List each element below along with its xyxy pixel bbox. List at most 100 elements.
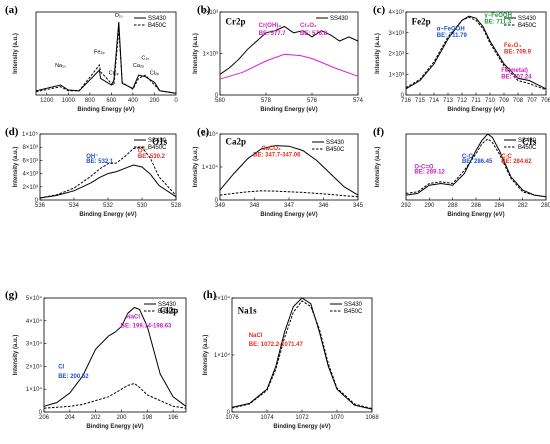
x-tick-label: 580 (215, 98, 226, 104)
panel-label: (d) (5, 126, 19, 138)
annotation: Cl (58, 365, 64, 371)
x-tick-label: 200 (149, 98, 160, 104)
x-tick-label: 711 (471, 98, 481, 104)
x-tick-label: 400 (128, 98, 139, 104)
y-tick-label: 5×10⁴ (26, 295, 43, 302)
series-line-b450c (405, 16, 547, 91)
x-tick-label: 532 (103, 203, 114, 209)
y-tick-label: 0 (215, 198, 219, 204)
annotation: BE: 286.45 (462, 159, 493, 165)
y-tick-label: 2×10³ (22, 185, 38, 191)
x-tick-label: 709 (499, 98, 510, 104)
x-tick-label: 284 (494, 203, 505, 209)
legend-label: SS430 (518, 138, 537, 144)
x-tick-label: 574 (353, 98, 364, 104)
x-tick-label: 528 (171, 203, 182, 209)
plot-frame (43, 297, 187, 413)
y-tick-label: 2×10⁴ (26, 363, 43, 370)
panel-h: (h) 1076 1074 1072 1070 1068 0 1×10⁴ 2×10⁴ Bindin… (203, 289, 379, 430)
panel-title: O1s (152, 137, 168, 147)
y-tick-label: 1×10³ (388, 72, 404, 78)
y-tick-label: 4×10⁴ (26, 318, 43, 325)
annotation: O²⁻ (138, 147, 148, 154)
series-line-b450c (405, 138, 547, 198)
peak-label: Cl₂ₚ (150, 70, 160, 76)
x-tick-label: 715 (415, 98, 426, 104)
x-axis-label: Binding Energy (eV) (273, 424, 330, 430)
x-tick-label: 349 (215, 203, 226, 209)
x-tick-label: 200 (116, 415, 127, 421)
y-tick-label: 1×10⁴ (202, 164, 219, 171)
y-axis-label: Intensity (a.u.) (375, 33, 381, 74)
x-tick-label: 1068 (365, 415, 379, 421)
annotation: BE: 1072.2-1071.47 (249, 342, 304, 348)
annotation: BE: 289.12 (414, 170, 445, 176)
y-tick-label: 2×10⁴ (202, 131, 219, 138)
x-axis-label: Binding Energy (eV) (79, 212, 136, 218)
annotation: α−FeOOH (437, 26, 465, 32)
series-line-b450c (219, 190, 359, 198)
x-axis-label: Binding Energy (eV) (447, 107, 504, 113)
annotation: C-C (501, 154, 512, 160)
x-tick-label: 536 (35, 203, 46, 209)
x-tick-label: 286 (471, 203, 482, 209)
x-tick-label: 800 (85, 98, 96, 104)
legend-label: SS430 (344, 302, 363, 308)
annotation: Fe(metal) (501, 68, 528, 74)
legend-label: B450C (344, 309, 363, 315)
x-tick-label: 578 (261, 98, 272, 104)
peak-label: Fe₂ₚ (94, 50, 106, 56)
peak-label: Cr₂ₚ (109, 70, 120, 76)
y-tick-label: 0 (215, 93, 219, 99)
y-tick-label: 0 (227, 410, 231, 416)
series-line-ss430 (219, 25, 359, 75)
panel-title: Cr2p (226, 16, 246, 26)
x-tick-label: 348 (249, 203, 260, 209)
y-tick-label: 1×10⁴ (26, 386, 43, 393)
series-line-b450c (231, 300, 373, 410)
x-tick-label: 347 (284, 203, 295, 209)
y-axis-label: Intensity (a.u.) (193, 33, 199, 74)
panel-a: (a) 1200 1000 800 600 400 200 0 Binding Energy (… (5, 4, 178, 113)
plot-frame (35, 11, 177, 96)
peak-label: Ca₂ₚ (133, 63, 145, 69)
panel-g: (g) 206 204 202 200 198 196 0 1×10⁴ 2×10⁴ 3×10⁴ 4×1… (5, 289, 187, 430)
annotation: BE: 347.7-347.06 (253, 152, 301, 158)
x-tick-label: 716 (401, 98, 412, 104)
annotation: Fe₃O₄ (504, 43, 521, 49)
annotation: BE: 711.3 (484, 20, 511, 26)
annotation: BE: 711.79 (437, 33, 468, 39)
x-tick-label: 1070 (330, 415, 344, 421)
x-tick-label: 706 (541, 98, 550, 104)
series-line-ss430 (43, 306, 187, 407)
y-tick-label: 8×10³ (22, 145, 38, 151)
legend-label: SS430 (158, 302, 177, 308)
legend-label: B450C (148, 145, 167, 151)
annotation: NaCl (249, 333, 263, 339)
x-tick-label: 290 (424, 203, 435, 209)
x-tick-label: 714 (429, 98, 440, 104)
y-tick-label: 3×10⁴ (26, 341, 43, 348)
panel-c: (c) 716 715 714 713 712 711 710 709 708 707 706 0 1×1… (373, 4, 550, 113)
panel-f: (f) 292 290 288 286 284 282 280 Binding Energy (… (373, 126, 550, 218)
panel-label: (a) (5, 4, 18, 16)
x-axis-label: Binding Energy (eV) (260, 212, 317, 218)
legend-label: B450C (158, 309, 177, 315)
panel-title: Na1s (238, 305, 257, 315)
x-tick-label: 202 (91, 415, 102, 421)
annotation: BE: 199.14-198.63 (121, 324, 172, 330)
legend-label: SS430 (330, 16, 349, 22)
x-tick-label: 346 (318, 203, 329, 209)
x-tick-label: 707 (527, 98, 538, 104)
y-axis-label: Intensity (a.u.) (203, 335, 209, 376)
panel-label: (e) (197, 126, 210, 138)
annotation: γ−FeOOH (484, 13, 512, 19)
panel-label: (c) (373, 4, 386, 16)
y-tick-label: 4×10³ (22, 172, 38, 178)
annotation: BE: 707.24 (501, 74, 532, 80)
x-axis-label: Binding Energy (eV) (77, 107, 134, 113)
y-tick-label: 1×10⁴ (214, 352, 231, 359)
x-tick-label: 288 (448, 203, 459, 209)
annotation: C-O (462, 154, 473, 160)
